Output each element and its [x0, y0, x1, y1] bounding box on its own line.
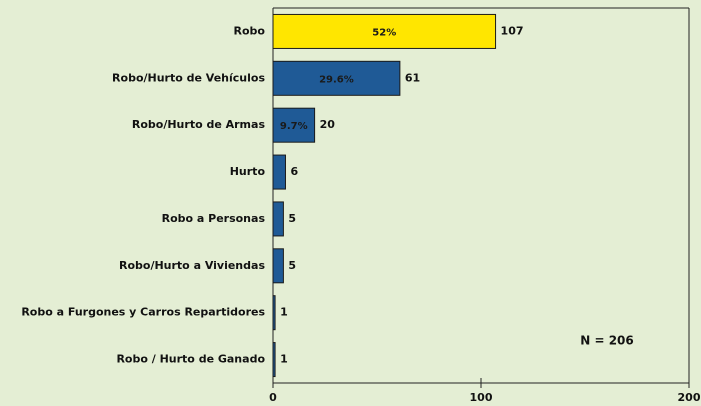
value-label: 6	[290, 165, 298, 178]
x-tick-label: 0	[269, 391, 277, 404]
value-label: 1	[280, 353, 288, 366]
bar	[272, 13, 497, 49]
x-tick-label: 100	[470, 391, 493, 404]
bar	[272, 248, 284, 284]
category-label: Robo/Hurto a Viviendas	[119, 259, 265, 272]
category-label: Robo a Furgones y Carros Repartidores	[21, 306, 265, 319]
bar	[272, 201, 284, 237]
bar-label: 29.6%	[319, 74, 354, 85]
category-label: Hurto	[230, 165, 266, 178]
category-label: Robo / Hurto de Ganado	[116, 353, 265, 366]
value-label: 5	[288, 259, 296, 272]
bar	[272, 295, 276, 331]
bar	[272, 342, 276, 378]
annotation: N = 206	[580, 334, 634, 348]
x-tick-label: 200	[678, 391, 701, 404]
value-label: 1	[280, 306, 288, 319]
value-label: 61	[405, 71, 420, 84]
bar-label: 52%	[372, 27, 396, 38]
value-label: 107	[501, 24, 524, 37]
value-label: 5	[288, 212, 296, 225]
value-label: 20	[320, 118, 336, 131]
category-label: Robo/Hurto de Vehículos	[112, 71, 265, 84]
category-label: Robo a Personas	[162, 212, 266, 225]
bar	[272, 60, 401, 96]
category-label: Robo	[234, 24, 266, 37]
category-label: Robo/Hurto de Armas	[132, 118, 266, 131]
bar	[272, 154, 286, 190]
bar-label: 9.7%	[280, 121, 308, 132]
bar	[272, 107, 316, 143]
